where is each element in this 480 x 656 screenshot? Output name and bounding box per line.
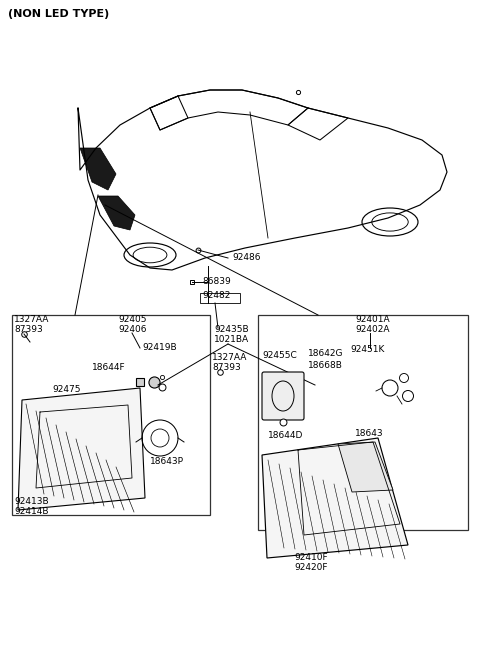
Text: 92406: 92406 [118, 325, 146, 335]
Polygon shape [338, 442, 393, 492]
Text: (NON LED TYPE): (NON LED TYPE) [8, 9, 109, 19]
Text: 87393: 87393 [212, 363, 241, 373]
Polygon shape [262, 438, 408, 558]
Text: 18643P: 18643P [150, 457, 184, 466]
Polygon shape [18, 388, 145, 510]
Text: 1021BA: 1021BA [214, 335, 249, 344]
Text: 92419B: 92419B [142, 342, 177, 352]
Text: 18643: 18643 [355, 430, 384, 438]
Bar [12, 315, 210, 515]
Bar [200, 293, 240, 303]
Polygon shape [98, 196, 135, 230]
Text: 92486: 92486 [232, 253, 261, 262]
Text: 18642G: 18642G [308, 350, 344, 358]
Text: 92482: 92482 [202, 291, 230, 300]
Text: 92455C: 92455C [262, 352, 297, 361]
Text: 1327AA: 1327AA [14, 316, 49, 325]
Text: 92410F: 92410F [294, 554, 328, 562]
Text: 87393: 87393 [14, 325, 43, 335]
Text: 92451K: 92451K [350, 344, 384, 354]
Text: 92414B: 92414B [14, 508, 48, 516]
Text: 92402A: 92402A [355, 325, 389, 335]
Bar [258, 315, 468, 530]
Text: 18644F: 18644F [92, 363, 126, 373]
Text: 92401A: 92401A [355, 316, 390, 325]
Text: 92420F: 92420F [294, 564, 327, 573]
Polygon shape [80, 148, 116, 190]
Text: 92475: 92475 [52, 386, 81, 394]
Text: 18668B: 18668B [308, 361, 343, 369]
Text: 92405: 92405 [118, 316, 146, 325]
FancyBboxPatch shape [262, 372, 304, 420]
Text: 1327AA: 1327AA [212, 354, 247, 363]
Text: 86839: 86839 [202, 277, 231, 287]
Text: 18644D: 18644D [268, 432, 303, 440]
Text: 92435B: 92435B [214, 325, 249, 335]
Text: 92413B: 92413B [14, 497, 48, 506]
